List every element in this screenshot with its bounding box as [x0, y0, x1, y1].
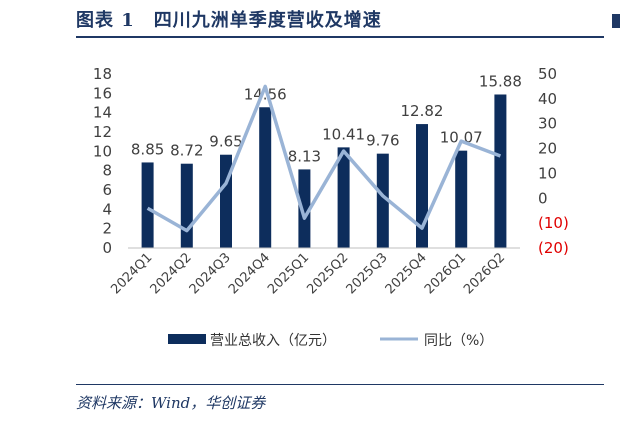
yoy-line-layer [146, 84, 502, 233]
bar-label-2025Q2: 10.41 [322, 125, 365, 143]
bar-label-2024Q1: 8.85 [131, 140, 164, 158]
y-tick-label: 10 [93, 142, 112, 160]
bars-layer [141, 94, 507, 249]
bar-2024Q4 [259, 107, 272, 249]
figure-title: 图表 1 四川九洲单季度营收及增速 [76, 10, 382, 31]
y-tick-label: 2 [102, 220, 112, 238]
edge-mark [612, 14, 620, 28]
x-tick-label: 2024Q1 [108, 250, 155, 297]
y2-tick-label: (20) [538, 239, 569, 257]
x-tick-label: 2024Q3 [187, 250, 234, 297]
legend-swatch-revenue [168, 334, 206, 344]
y2-tick-label: 40 [538, 90, 557, 108]
legend: 营业总收入（亿元） 同比（%） [168, 333, 493, 349]
bar-2026Q1 [455, 150, 468, 248]
title-rule [76, 36, 604, 38]
bar-2026Q2 [494, 94, 507, 248]
y-tick-label: 0 [102, 239, 112, 257]
x-tick-label: 2025Q4 [383, 250, 430, 297]
bar-2025Q3 [376, 153, 389, 248]
y2-tick-label: 30 [538, 115, 557, 133]
yoy-line [146, 84, 502, 233]
bar-label-2024Q2: 8.72 [170, 142, 203, 160]
y-tick-label: 8 [102, 162, 112, 180]
bar-label-2024Q4: 14.56 [244, 85, 287, 103]
y-tick-label: 6 [102, 181, 112, 199]
x-tick-label: 2026Q1 [422, 250, 469, 297]
y-axis-right: 50 40 30 20 10 0 (10) (20) [538, 65, 569, 257]
bar-label-2025Q4: 12.82 [401, 102, 444, 120]
y-tick-label: 18 [93, 65, 112, 83]
y-tick-label: 4 [102, 200, 112, 218]
x-tick-label: 2025Q3 [344, 250, 391, 297]
x-tick-label: 2024Q2 [148, 250, 195, 297]
y2-tick-label: 50 [538, 65, 557, 83]
y2-tick-label: 20 [538, 140, 557, 158]
bar-label-2026Q1: 10.07 [440, 129, 483, 147]
x-tick-label: 2024Q4 [226, 250, 273, 297]
bar-2025Q2 [337, 147, 350, 248]
source-rule [76, 384, 604, 385]
source-note: 资料来源：Wind，华创证券 [76, 394, 266, 412]
x-axis: 2024Q12024Q22024Q32024Q42025Q12025Q22025… [108, 247, 520, 297]
legend-label-yoy: 同比（%） [424, 333, 493, 349]
x-tick-label: 2026Q2 [461, 250, 508, 297]
bar-label-2026Q2: 15.88 [479, 72, 522, 90]
y2-tick-label: 0 [538, 189, 548, 207]
bar-2024Q2 [180, 163, 193, 248]
bar-2024Q1 [141, 162, 154, 248]
bar-2025Q4 [416, 124, 428, 248]
y-tick-label: 14 [93, 104, 112, 122]
x-tick-label: 2025Q2 [304, 250, 351, 297]
y2-tick-label: (10) [538, 214, 569, 232]
bar-label-2025Q1: 8.13 [288, 147, 321, 165]
bar-label-2025Q3: 9.76 [366, 132, 399, 150]
bar-2025Q1 [298, 169, 311, 248]
y-tick-label: 12 [93, 123, 112, 141]
x-tick-label: 2025Q1 [265, 250, 312, 297]
y2-tick-label: 10 [538, 164, 557, 182]
bar-label-2024Q3: 9.65 [209, 133, 242, 151]
legend-label-revenue: 营业总收入（亿元） [210, 333, 336, 349]
y-tick-label: 16 [93, 84, 112, 102]
